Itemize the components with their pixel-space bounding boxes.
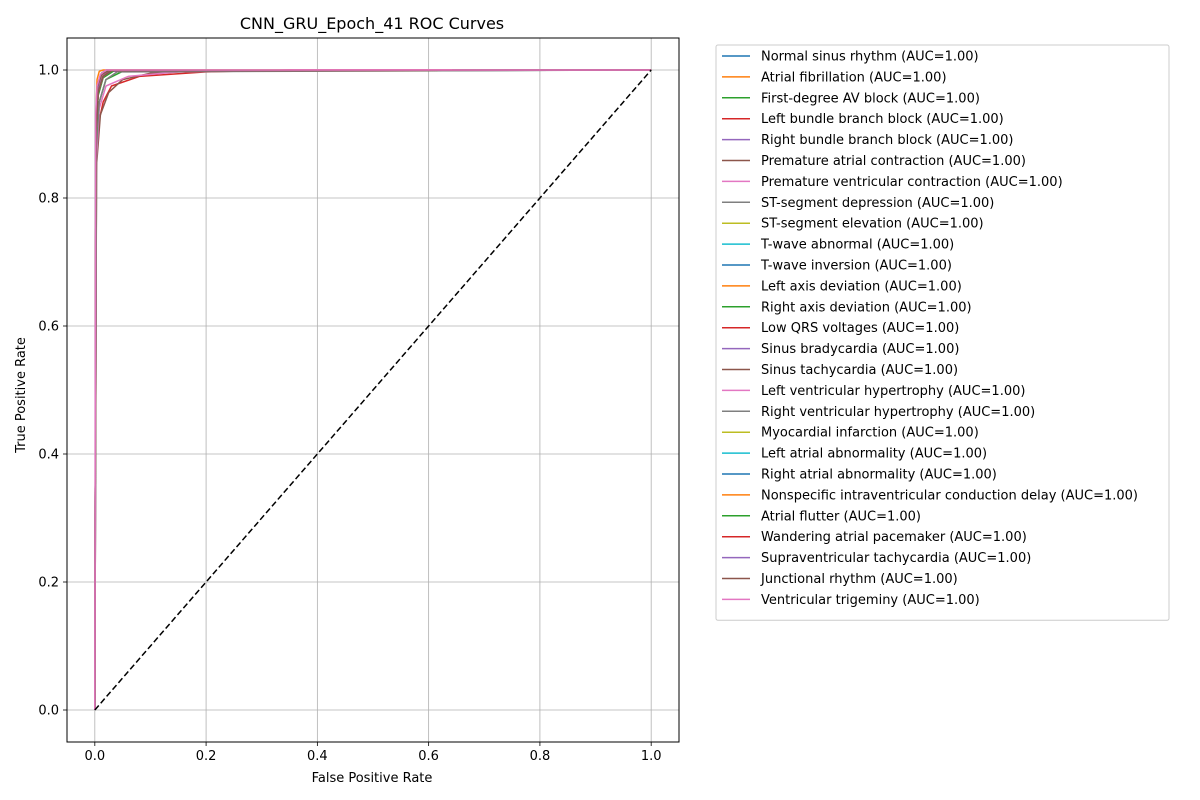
x-tick-label: 0.6: [418, 749, 439, 764]
legend-entry-label: Left axis deviation (AUC=1.00): [761, 279, 962, 294]
legend-entry-label: T-wave inversion (AUC=1.00): [760, 259, 952, 274]
roc-curve-26: [94, 69, 652, 711]
legend-box: [715, 44, 1170, 621]
legend-entry-label: Myocardial infarction (AUC=1.00): [761, 426, 979, 441]
x-tick-label: 1.0: [641, 749, 662, 764]
legend-entry-label: Premature atrial contraction (AUC=1.00): [761, 154, 1026, 169]
legend-entry-label: Low QRS voltages (AUC=1.00): [761, 321, 959, 336]
legend-entry-label: ST-segment elevation (AUC=1.00): [761, 217, 984, 232]
y-tick-label: 0.6: [38, 320, 59, 335]
legend-entry-label: Supraventricular tachycardia (AUC=1.00): [761, 551, 1031, 566]
legend-entry-label: First-degree AV block (AUC=1.00): [761, 91, 980, 106]
legend-entry-label: T-wave abnormal (AUC=1.00): [760, 238, 954, 253]
legend-entry-label: ST-segment depression (AUC=1.00): [761, 196, 994, 211]
legend-entry-label: Nonspecific intraventricular conduction …: [761, 488, 1138, 503]
legend-entry-label: Atrial flutter (AUC=1.00): [761, 509, 921, 524]
x-tick-label: 0.4: [307, 749, 328, 764]
chance-diagonal-line: [94, 69, 652, 711]
x-tick-label: 0.8: [530, 749, 551, 764]
y-tick-label: 1.0: [38, 64, 59, 79]
legend-entry-label: Right atrial abnormality (AUC=1.00): [761, 468, 997, 483]
legend: Normal sinus rhythm (AUC=1.00) Atrial fib…: [715, 44, 1170, 621]
legend-entry-label: Junctional rhythm (AUC=1.00): [760, 572, 958, 587]
x-tick-label: 0.2: [196, 749, 217, 764]
legend-entry-label: Right ventricular hypertrophy (AUC=1.00): [761, 405, 1035, 420]
legend-entry-label: Sinus tachycardia (AUC=1.00): [761, 363, 958, 378]
legend-entry-label: Left ventricular hypertrophy (AUC=1.00): [761, 384, 1025, 399]
series-layer: [94, 69, 652, 711]
y-tick-label: 0.2: [38, 576, 59, 591]
legend-entry-label: Sinus bradycardia (AUC=1.00): [761, 342, 959, 357]
legend-entry-label: Ventricular trigeminy (AUC=1.00): [761, 593, 980, 608]
legend-entry-label: Left atrial abnormality (AUC=1.00): [761, 447, 987, 462]
y-tick-label: 0.8: [38, 192, 59, 207]
y-axis-label: True Positive Rate: [14, 337, 29, 454]
x-axis-ticks: 0.0 0.2 0.4 0.6 0.8 1.0: [84, 742, 662, 764]
chart-title: CNN_GRU_Epoch_41 ROC Curves: [240, 14, 504, 34]
legend-entry-label: Right axis deviation (AUC=1.00): [761, 300, 972, 315]
legend-entry-label: Wandering atrial pacemaker (AUC=1.00): [761, 530, 1027, 545]
plot-frame: [66, 37, 680, 743]
x-tick-label: 0.0: [84, 749, 105, 764]
legend-entry-label: Right bundle branch block (AUC=1.00): [761, 133, 1014, 148]
legend-entry-label: Left bundle branch block (AUC=1.00): [761, 112, 1004, 127]
y-tick-label: 0.4: [38, 448, 59, 463]
legend-entry-label: Atrial fibrillation (AUC=1.00): [761, 70, 947, 85]
y-tick-label: 0.0: [38, 704, 59, 719]
y-axis-ticks: 0.0 0.2 0.4 0.6 0.8 1.0: [38, 64, 67, 719]
legend-entry-label: Premature ventricular contraction (AUC=1…: [761, 175, 1063, 190]
x-axis-label: False Positive Rate: [312, 771, 433, 786]
legend-entry-label: Normal sinus rhythm (AUC=1.00): [761, 50, 979, 65]
